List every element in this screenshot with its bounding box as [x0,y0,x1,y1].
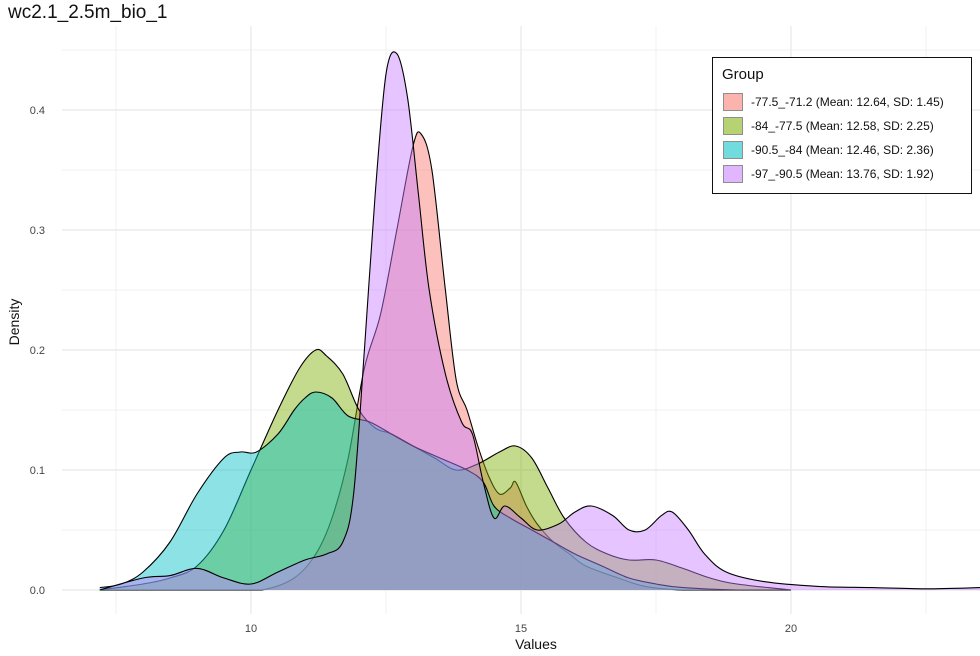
density-line-2 [99,391,791,591]
density-line-3 [99,51,980,591]
density-areas [99,51,980,591]
x-tick-label: 10 [245,623,257,635]
y-tick-label: 0.3 [30,225,45,237]
density-line-1 [99,348,792,591]
legend: Group -77.5_-71.2 (Mean: 12.64, SD: 1.45… [712,57,972,194]
density-line-0 [99,131,791,591]
density-area-2 [99,392,792,590]
legend-title: Group [722,66,764,83]
legend-swatch [723,141,743,159]
density-area-0 [99,131,792,590]
chart-title: wc2.1_2.5m_bio_1 [8,2,168,23]
x-axis-title: Values [515,636,557,652]
density-area-1 [99,349,792,590]
x-tick-label: 15 [515,623,527,635]
legend-label: -77.5_-71.2 (Mean: 12.64, SD: 1.45) [751,95,944,109]
legend-item: -90.5_-84 (Mean: 12.46, SD: 2.36) [723,141,934,159]
y-tick-label: 0.0 [30,585,45,597]
legend-label: -90.5_-84 (Mean: 12.46, SD: 2.36) [751,143,934,157]
legend-item: -77.5_-71.2 (Mean: 12.64, SD: 1.45) [723,93,944,111]
legend-swatch [723,93,743,111]
y-tick-label: 0.2 [30,345,45,357]
legend-label: -84_-77.5 (Mean: 12.58, SD: 2.25) [751,119,934,133]
legend-item: -84_-77.5 (Mean: 12.58, SD: 2.25) [723,117,934,135]
legend-swatch [723,165,743,183]
x-tick-label: 20 [785,623,797,635]
y-tick-label: 0.1 [30,465,45,477]
legend-swatch [723,117,743,135]
legend-label: -97_-90.5 (Mean: 13.76, SD: 1.92) [751,167,934,181]
y-axis-title: Density [6,299,22,346]
legend-item: -97_-90.5 (Mean: 13.76, SD: 1.92) [723,165,934,183]
axis-ticks: 10 15 20 0.0 0.1 0.2 0.3 0.4 [30,105,797,635]
y-tick-label: 0.4 [30,105,45,117]
